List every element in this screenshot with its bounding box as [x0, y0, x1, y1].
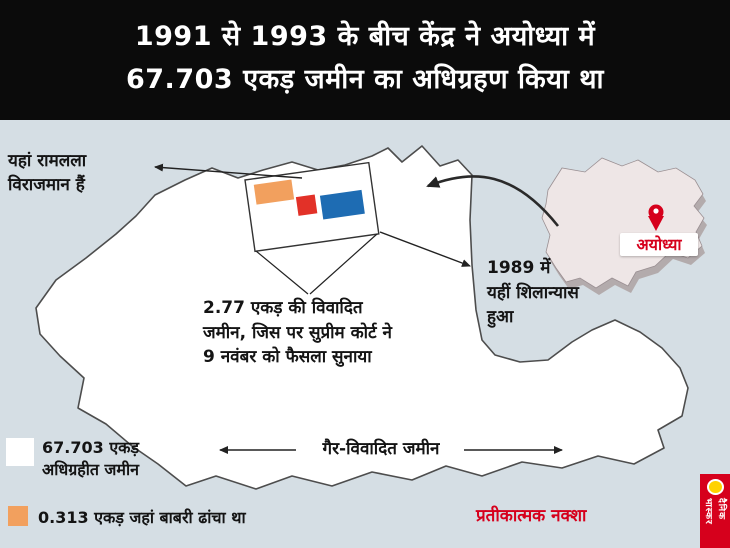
legend-babri-label: 0.313 एकड़ जहां बाबरी ढांचा था — [38, 508, 246, 527]
symbolic-map-note: प्रतीकात्मक नक्शा — [476, 506, 587, 526]
disputed-caption-line3: 9 नवंबर को फैसला सुनाया — [203, 347, 372, 368]
header-title-line1: 1991 से 1993 के बीच केंद्र ने अयोध्या मे… — [134, 21, 596, 52]
ramlala-label-arrow — [154, 163, 303, 179]
legend-acquired-line1: 67.703 एकड़ — [42, 438, 140, 457]
location-pin-icon — [648, 204, 664, 231]
ramlala-label-line1: यहां रामलला — [8, 151, 87, 171]
babri-structure-block — [253, 179, 295, 205]
acquired-land-shape — [35, 145, 689, 490]
non-disputed-label: गैर-विवादित जमीन — [322, 439, 440, 459]
legend-babri-swatch — [8, 506, 28, 526]
legend-acquired-label: 67.703 एकड़ अधिग्रहीत जमीन — [42, 437, 139, 480]
ayodhya-label: अयोध्या — [620, 233, 698, 256]
curved-arrow-from-state — [426, 175, 560, 227]
disputed-caption-line2: जमीन, जिस पर सुप्रीम कोर्ट ने — [203, 322, 392, 343]
legend-acquired-line2: अधिग्रहीत जमीन — [42, 459, 140, 479]
blue-plot-block — [319, 189, 365, 220]
ramlala-label: यहां रामलला विराजमान हैं — [8, 150, 86, 198]
legend-acquired-swatch — [6, 438, 34, 466]
shilanyas-leader-arrow — [379, 231, 471, 267]
ramlala-label-line2: विराजमान हैं — [8, 174, 85, 195]
header-banner: 1991 से 1993 के बीच केंद्र ने अयोध्या मे… — [0, 0, 730, 120]
shilanyas-line3: हुआ — [487, 307, 514, 328]
disputed-caption-line1: 2.77 एकड़ की विवादित — [203, 298, 363, 318]
header-title-line2: 67.703 एकड़ जमीन का अधिग्रहण किया था — [125, 64, 605, 96]
brand-name: दैनिक भास्कर — [703, 498, 726, 525]
ramlala-red-block — [295, 194, 318, 216]
shilanyas-line2: यहीं शिलान्यास — [487, 282, 579, 303]
disputed-caption-leader-right — [309, 233, 378, 295]
sun-logo-icon — [706, 479, 724, 496]
disputed-plot-caption: 2.77 एकड़ की विवादित जमीन, जिस पर सुप्री… — [203, 296, 463, 370]
shilanyas-label: 1989 में यहीं शिलान्यास हुआ — [487, 256, 627, 330]
brand-logo: दैनिक भास्कर — [700, 474, 730, 548]
shilanyas-line1: 1989 में — [487, 258, 551, 278]
disputed-caption-leader-left — [255, 250, 309, 295]
